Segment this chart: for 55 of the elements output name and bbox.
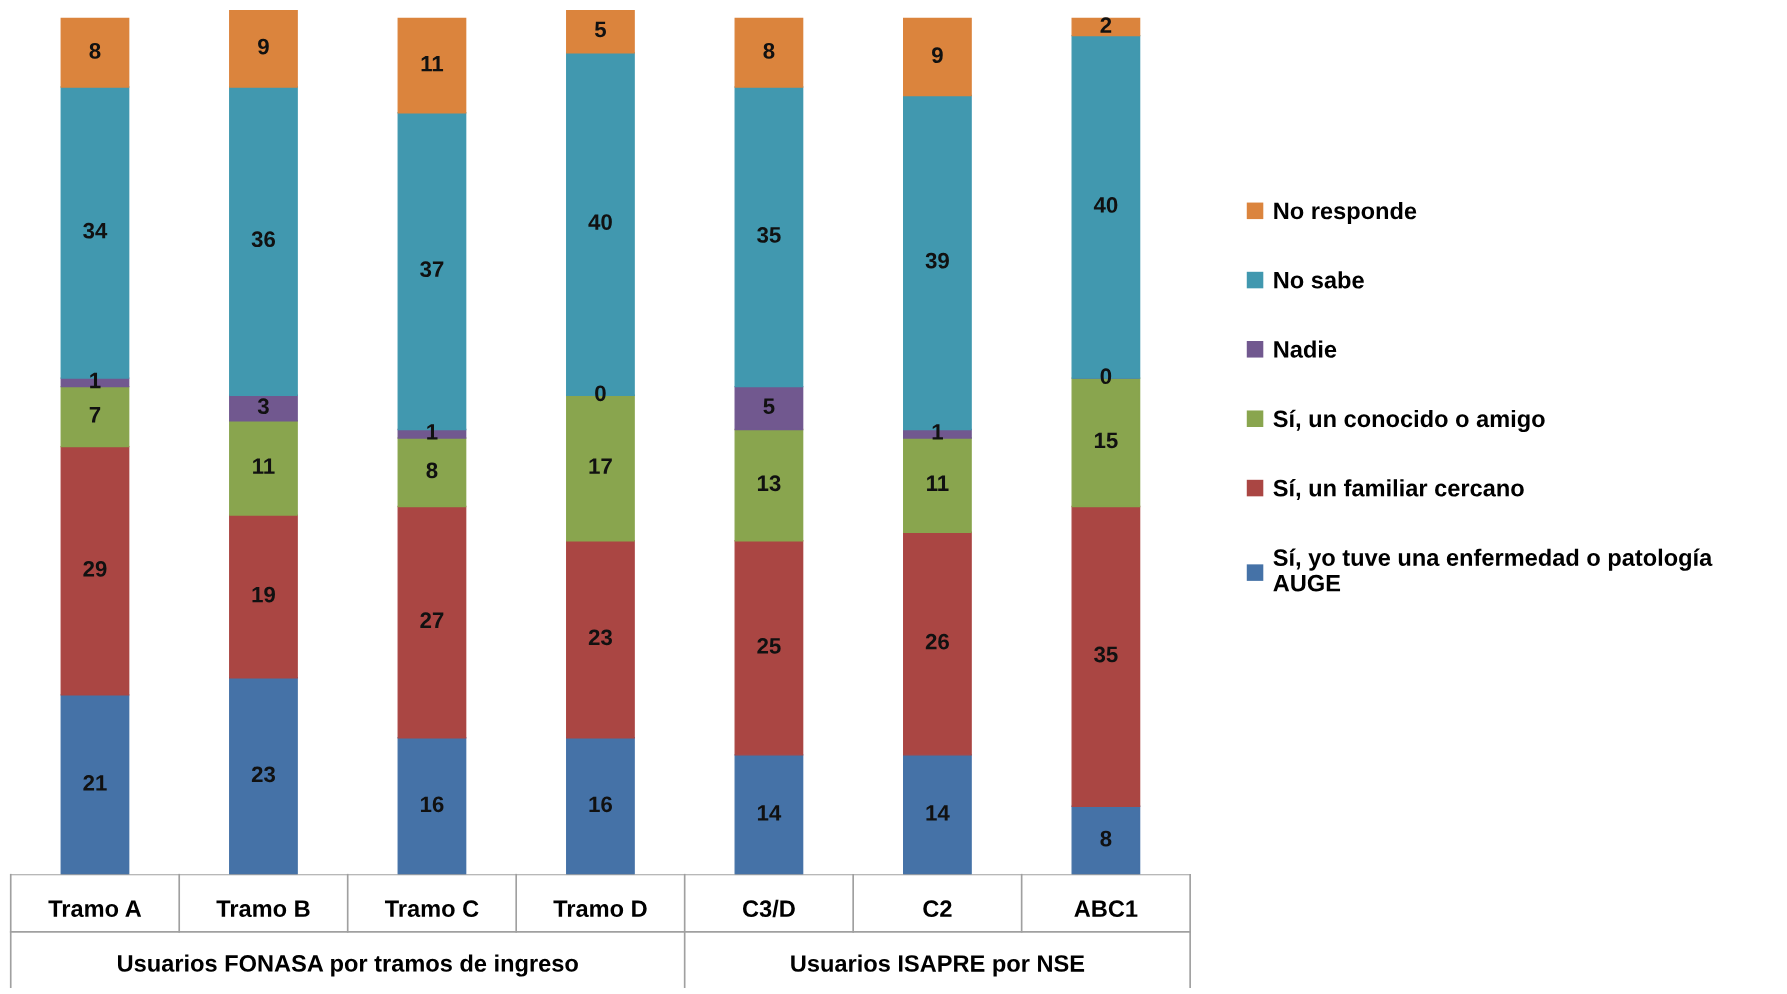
data-label: 25 (757, 638, 781, 654)
x-tick-label: Tramo D (553, 900, 647, 918)
x-tick-label: Tramo A (48, 900, 142, 918)
data-label: 19 (252, 586, 275, 603)
data-label: 23 (251, 766, 276, 783)
data-label: 5 (594, 21, 606, 38)
data-label: 16 (589, 796, 612, 813)
data-label: 1 (932, 424, 943, 440)
legend-label: Sí, un familiar cercano (1273, 479, 1524, 500)
data-label: 39 (925, 252, 949, 269)
data-label: 8 (763, 42, 775, 59)
data-label: 3 (257, 398, 269, 415)
data-label: 1 (90, 372, 101, 389)
data-label: 23 (588, 629, 612, 646)
data-label: 15 (1094, 432, 1118, 449)
data-label: 16 (420, 796, 444, 813)
data-label: 14 (926, 805, 950, 821)
x-tick-label: ABC1 (1074, 900, 1138, 918)
data-label: 21 (83, 775, 107, 791)
legend-label: Sí, yo tuve una enfermedad o patología AUGE (1273, 548, 1713, 592)
data-label: 9 (932, 47, 943, 63)
data-label: 8 (1100, 830, 1112, 847)
legend-label: Nadie (1274, 340, 1337, 358)
data-label: 36 (251, 231, 276, 248)
legend-label: Sí, un conocido o amigo (1273, 409, 1545, 432)
data-label: 17 (589, 458, 612, 474)
legend-label: No sabe (1274, 271, 1364, 289)
data-label: 40 (588, 214, 612, 230)
data-label: 35 (757, 227, 781, 243)
data-label: 2 (1100, 17, 1112, 33)
x-tick-label: C2 (923, 900, 952, 918)
data-label: 35 (1094, 646, 1118, 663)
x-tick-label: C3/D (742, 899, 795, 918)
data-label: 9 (258, 38, 269, 55)
data-label: 40 (1093, 197, 1118, 213)
data-label: 7 (89, 407, 101, 423)
data-label: 13 (757, 475, 781, 492)
data-label: 26 (925, 633, 949, 650)
x-tick-label: Tramo B (216, 900, 310, 918)
data-label: 34 (83, 222, 108, 239)
text: Usuarios FONASA por tramos de ingreso (118, 954, 578, 977)
x-tick-label: Tramo C (384, 900, 479, 918)
data-label: 5 (763, 398, 775, 415)
data-label: 37 (420, 261, 444, 278)
data-label: 8 (89, 42, 101, 59)
data-label: 11 (927, 475, 949, 491)
data-label: 27 (420, 612, 444, 628)
data-label: 29 (83, 560, 107, 577)
data-label: 11 (421, 56, 444, 72)
legend-label: No responde (1274, 201, 1417, 224)
data-label: 8 (426, 462, 438, 479)
data-label: 11 (253, 458, 275, 474)
data-label: 14 (757, 805, 782, 821)
text: Usuarios ISAPRE por NSE (791, 954, 1085, 977)
data-label: 1 (427, 424, 438, 440)
